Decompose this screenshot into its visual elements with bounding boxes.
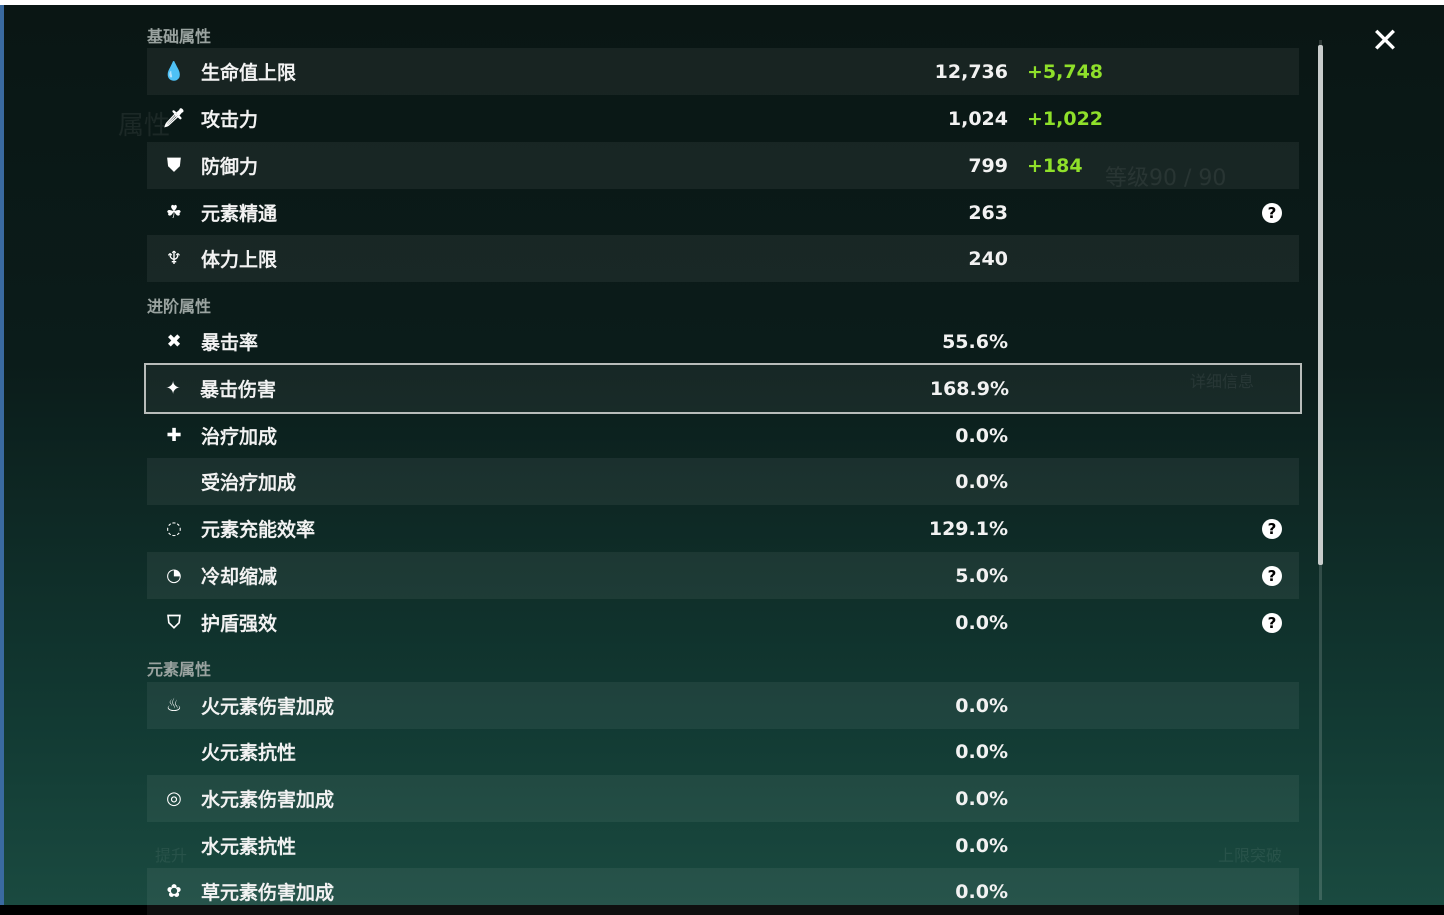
stat-bonus: +184 (1027, 154, 1083, 177)
scrollbar[interactable] (1318, 45, 1323, 565)
healing-bonus-icon: ✚ (166, 425, 182, 446)
stat-label: 火元素抗性 (201, 742, 297, 764)
stat-row[interactable]: ♆ 体力上限 240 (147, 235, 1299, 282)
stat-value: 799 (968, 154, 1008, 177)
help-icon[interactable]: ? (1262, 612, 1282, 633)
stat-label: 冷却缩减 (201, 566, 278, 588)
stat-row[interactable]: ☘ 元素精通 263? (147, 189, 1299, 236)
stat-value: 263 (968, 201, 1008, 224)
stat-value: 0.0% (955, 694, 1008, 717)
stat-label: 元素充能效率 (201, 519, 316, 541)
stat-value: 0.0% (955, 880, 1008, 903)
stat-label: 水元素抗性 (201, 836, 297, 858)
stat-row[interactable]: 火元素抗性 0.0% (147, 728, 1299, 775)
stat-value: 0.0% (955, 470, 1008, 493)
stat-row[interactable]: 💧 生命值上限 12,736 +5,748 (147, 48, 1299, 95)
stat-row[interactable]: ✚ 治疗加成 0.0% (147, 412, 1299, 459)
section-title: 基础属性 (147, 27, 212, 46)
dendro-icon: ✿ (166, 881, 182, 902)
help-icon[interactable]: ? (1262, 202, 1282, 223)
stat-value: 1,024 (947, 107, 1008, 130)
crit-rate-icon: ✖ (166, 331, 182, 352)
bg-upgrade-button: 提升 (155, 846, 188, 865)
stat-value: 0.0% (955, 611, 1008, 634)
stat-row[interactable]: 水元素抗性 0.0% (147, 822, 1299, 869)
stat-value: 5.0% (955, 564, 1008, 587)
stat-row[interactable]: ✖ 暴击率 55.6% (147, 318, 1299, 365)
stat-value: 55.6% (942, 330, 1008, 353)
stat-label: 元素精通 (201, 203, 278, 225)
cooldown-icon: ◔ (166, 565, 182, 586)
stat-value: 168.9% (929, 377, 1009, 400)
stat-row[interactable]: ♨ 火元素伤害加成 0.0% (147, 682, 1299, 729)
stat-row[interactable]: ◌ 元素充能效率 129.1%? (147, 505, 1299, 552)
close-icon[interactable]: ✕ (1370, 21, 1400, 61)
stat-row[interactable]: 受治疗加成 0.0% (147, 458, 1299, 505)
stamina-icon: ♆ (165, 248, 183, 269)
stat-row[interactable]: ✿ 草元素伤害加成 0.0% (147, 868, 1299, 915)
shield-strength-icon: ⛉ (167, 612, 181, 633)
stat-row[interactable]: ✦ 暴击伤害 168.9% (144, 363, 1302, 414)
shield-icon: ⛊ (167, 155, 181, 176)
stat-label: 受治疗加成 (201, 472, 297, 494)
help-icon[interactable]: ? (1262, 518, 1282, 539)
stat-row[interactable]: ◔ 冷却缩减 5.0%? (147, 552, 1299, 599)
stat-value: 0.0% (955, 424, 1008, 447)
stat-label: 治疗加成 (201, 426, 278, 448)
stat-value: 129.1% (928, 517, 1008, 540)
stat-label: 水元素伤害加成 (201, 789, 335, 811)
energy-recharge-icon: ◌ (166, 518, 182, 539)
stat-value: 0.0% (955, 787, 1008, 810)
stat-bonus: +1,022 (1027, 107, 1104, 130)
stat-value: 0.0% (955, 834, 1008, 857)
stat-bonus: +5,748 (1027, 60, 1104, 83)
help-icon[interactable]: ? (1262, 565, 1282, 586)
stat-label: 火元素伤害加成 (201, 696, 335, 718)
section-title: 进阶属性 (147, 297, 212, 316)
bg-title: 属性 (118, 111, 171, 141)
bg-details-button: 详细信息 (1190, 372, 1255, 391)
section-title: 元素属性 (147, 660, 212, 679)
stat-label: 护盾强效 (201, 613, 278, 635)
hp-drop-icon: 💧 (162, 61, 186, 82)
stat-label: 体力上限 (201, 249, 278, 271)
stat-value: 12,736 (934, 60, 1008, 83)
stat-label: 防御力 (201, 156, 259, 178)
bg-level: 等级90 / 90 (1105, 166, 1227, 191)
sword-icon: 🗡 (162, 108, 186, 129)
window-left-edge (0, 5, 4, 905)
stat-value: 0.0% (955, 740, 1008, 763)
stat-row[interactable]: ◎ 水元素伤害加成 0.0% (147, 775, 1299, 822)
crit-dmg-icon: ✦ (165, 378, 181, 399)
stat-label: 草元素伤害加成 (201, 882, 335, 904)
window-top-edge (0, 0, 1444, 5)
stat-label: 攻击力 (201, 109, 259, 131)
stat-row[interactable]: ⛊ 防御力 799 +184 (147, 142, 1299, 189)
pyro-icon: ♨ (165, 695, 183, 716)
elemental-mastery-icon: ☘ (165, 202, 183, 223)
stat-label: 暴击伤害 (200, 379, 277, 401)
stat-label: 暴击率 (201, 332, 259, 354)
bg-breakthrough-button: 上限突破 (1218, 846, 1283, 865)
stat-value: 240 (968, 247, 1008, 270)
hydro-icon: ◎ (166, 788, 182, 809)
stat-row[interactable]: ⛉ 护盾强效 0.0%? (147, 599, 1299, 646)
stat-row[interactable]: 🗡 攻击力 1,024 +1,022 (147, 95, 1299, 142)
stat-label: 生命值上限 (201, 62, 297, 84)
